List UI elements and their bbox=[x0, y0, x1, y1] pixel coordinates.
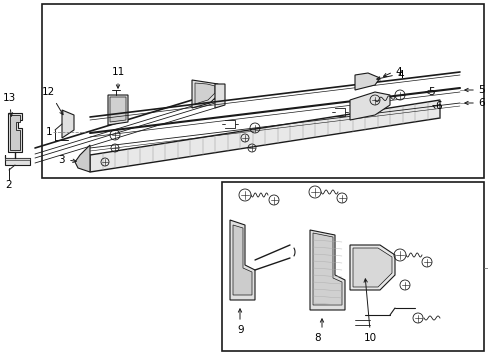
Polygon shape bbox=[349, 245, 394, 290]
Polygon shape bbox=[195, 83, 215, 104]
Text: 10: 10 bbox=[363, 333, 376, 343]
Polygon shape bbox=[309, 230, 345, 310]
Polygon shape bbox=[5, 155, 30, 165]
Polygon shape bbox=[108, 95, 128, 125]
Polygon shape bbox=[354, 73, 379, 90]
Polygon shape bbox=[229, 220, 254, 300]
Bar bbox=[222, 182, 483, 351]
Polygon shape bbox=[352, 248, 391, 287]
Text: 13: 13 bbox=[3, 93, 16, 103]
Polygon shape bbox=[10, 115, 20, 150]
Text: 3: 3 bbox=[58, 155, 64, 165]
Text: 1: 1 bbox=[46, 127, 53, 137]
Polygon shape bbox=[349, 92, 389, 120]
Polygon shape bbox=[5, 158, 30, 160]
Text: 6: 6 bbox=[477, 98, 484, 108]
Bar bbox=[41, 4, 483, 178]
Text: 8: 8 bbox=[314, 333, 321, 343]
Polygon shape bbox=[62, 110, 74, 138]
Text: 4: 4 bbox=[394, 67, 401, 77]
Polygon shape bbox=[312, 233, 341, 305]
Polygon shape bbox=[215, 84, 224, 108]
Polygon shape bbox=[110, 97, 126, 122]
Text: 5: 5 bbox=[477, 85, 484, 95]
Text: 6: 6 bbox=[434, 101, 441, 111]
Polygon shape bbox=[75, 145, 90, 172]
Polygon shape bbox=[90, 100, 439, 172]
Text: 5: 5 bbox=[427, 87, 434, 97]
Text: 11: 11 bbox=[111, 67, 124, 77]
Text: 9: 9 bbox=[237, 325, 244, 335]
Text: 4: 4 bbox=[396, 70, 403, 80]
Text: 12: 12 bbox=[41, 87, 55, 97]
Polygon shape bbox=[8, 113, 22, 152]
Polygon shape bbox=[192, 80, 218, 108]
Text: 2: 2 bbox=[6, 180, 12, 190]
Polygon shape bbox=[232, 225, 251, 295]
